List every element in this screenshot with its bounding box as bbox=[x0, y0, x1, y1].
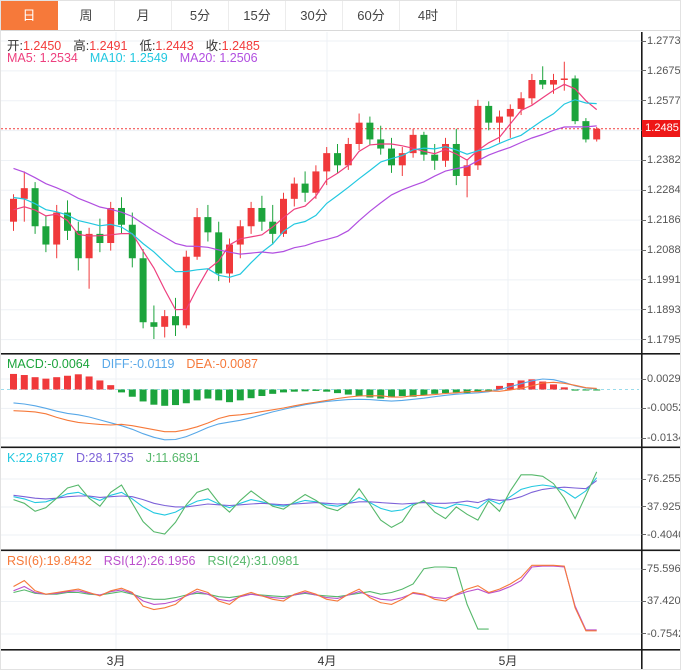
legend-item: J:11.6891 bbox=[145, 451, 200, 465]
axis-tick bbox=[641, 159, 646, 161]
legend-item: MA20: 1.2506 bbox=[179, 51, 258, 65]
tab-30min[interactable]: 30分 bbox=[286, 1, 343, 30]
axis-tick bbox=[641, 189, 646, 191]
axis-tick bbox=[641, 506, 646, 508]
kdj-legend: K:22.6787 D:28.1735 J:11.6891 bbox=[7, 451, 212, 465]
axis-label: -0.4040 bbox=[647, 528, 681, 541]
axis-tick bbox=[641, 600, 646, 602]
legend-item: RSI(24):31.0981 bbox=[207, 554, 300, 568]
ohlc-value: 1.2450 bbox=[22, 39, 62, 53]
current-price-badge: 1.2485 bbox=[642, 120, 680, 138]
axis-label: 1.2773 bbox=[647, 35, 681, 47]
axis-label: 37.9258 bbox=[647, 500, 681, 513]
axis-label: 1.2382 bbox=[647, 154, 681, 167]
axis-tick bbox=[641, 279, 646, 281]
axis-label: 75.5961 bbox=[647, 563, 681, 575]
axis-label: 1.2577 bbox=[647, 94, 681, 107]
legend-item: K:22.6787 bbox=[7, 451, 64, 465]
tab-4hour[interactable]: 4时 bbox=[400, 1, 457, 30]
axis-label: 1.1991 bbox=[647, 273, 681, 286]
ohlc-label: 收: bbox=[205, 39, 222, 53]
axis-label: 37.4209 bbox=[647, 595, 681, 608]
axis-tick bbox=[641, 378, 646, 380]
legend-item: RSI(6):19.8432 bbox=[7, 554, 92, 568]
tab-60min[interactable]: 60分 bbox=[343, 1, 400, 30]
ohlc-value: 1.2485 bbox=[221, 39, 260, 53]
ohlc-value: 1.2491 bbox=[89, 39, 128, 53]
month-label: 5月 bbox=[498, 654, 518, 668]
axis-tick bbox=[641, 100, 646, 102]
axis-tick bbox=[641, 568, 646, 570]
axis-tick bbox=[641, 478, 646, 480]
ohlc-legend: 开:1.2450 高:1.2491 低:1.2443 收:1.2485 bbox=[7, 35, 272, 54]
ohlc-value: 1.2443 bbox=[155, 39, 194, 53]
legend-item: DEA:-0.0087 bbox=[186, 357, 258, 371]
month-label: 4月 bbox=[317, 654, 337, 668]
macd-legend: MACD:-0.0064 DIFF:-0.0119 DEA:-0.0087 bbox=[7, 357, 270, 371]
tab-week[interactable]: 周 bbox=[58, 1, 115, 30]
axis-label: 1.1795 bbox=[647, 333, 681, 346]
axis-tick bbox=[641, 40, 646, 42]
tab-day[interactable]: 日 bbox=[1, 1, 58, 30]
axis-label: 76.2556 bbox=[647, 473, 681, 485]
axis-label: -0.7542 bbox=[647, 627, 681, 640]
axis-label: -0.0052 bbox=[647, 402, 681, 415]
axis-label: 1.2675 bbox=[647, 64, 681, 77]
axis-tick bbox=[641, 407, 646, 409]
axis-label: 0.0029 bbox=[647, 373, 681, 385]
axis-label: 1.2186 bbox=[647, 214, 681, 227]
legend-item: MA5: 1.2534 bbox=[7, 51, 78, 65]
legend-item: DIFF:-0.0119 bbox=[101, 357, 175, 371]
axis-tick bbox=[641, 249, 646, 251]
legend-item: RSI(12):26.1956 bbox=[103, 554, 196, 568]
tab-15min[interactable]: 15分 bbox=[229, 1, 286, 30]
timeframe-tabbar: 日周月 5分 15分 30分 60分 4时 bbox=[1, 1, 680, 31]
ohlc-label: 高: bbox=[73, 39, 90, 53]
legend-item: MA10: 1.2549 bbox=[89, 51, 168, 65]
axis-label: 1.2088 bbox=[647, 244, 681, 257]
axis-label: -0.0134 bbox=[647, 432, 681, 444]
axis-tick bbox=[641, 219, 646, 221]
ma-legend: MA5: 1.2534 MA10: 1.2549 MA20: 1.2506 bbox=[7, 51, 270, 65]
axis-tick bbox=[641, 309, 646, 311]
tab-month[interactable]: 月 bbox=[115, 1, 172, 30]
axis-tick bbox=[641, 633, 646, 635]
axis-tick bbox=[641, 70, 646, 72]
rsi-legend: RSI(6):19.8432 RSI(12):26.1956 RSI(24):31.… bbox=[7, 554, 311, 568]
axis-tick bbox=[641, 437, 646, 439]
axis-label: 1.1893 bbox=[647, 303, 681, 316]
tab-5min[interactable]: 5分 bbox=[172, 1, 229, 30]
axis-tick bbox=[641, 339, 646, 341]
ohlc-label: 开: bbox=[7, 39, 23, 53]
axis-tick bbox=[641, 534, 646, 536]
month-label: 3月 bbox=[106, 654, 126, 668]
legend-item: D:28.1735 bbox=[76, 451, 134, 465]
axis-label: 1.2284 bbox=[647, 184, 681, 197]
ohlc-label: 低: bbox=[139, 39, 156, 53]
legend-item: MACD:-0.0064 bbox=[7, 357, 90, 371]
